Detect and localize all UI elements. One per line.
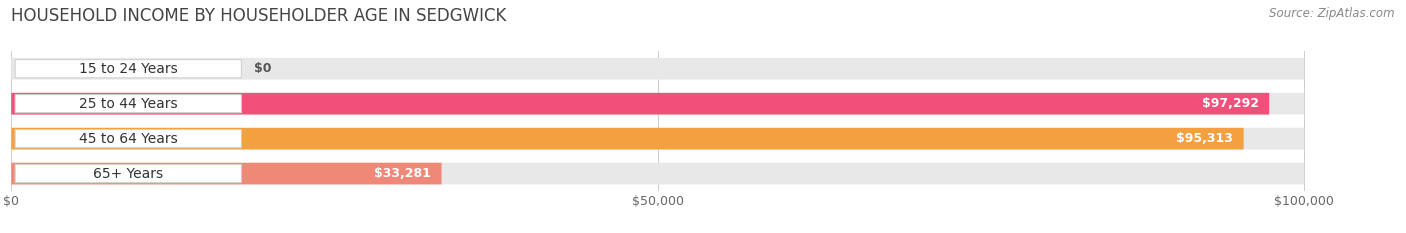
Text: 15 to 24 Years: 15 to 24 Years (79, 62, 177, 76)
FancyBboxPatch shape (11, 128, 1244, 150)
FancyBboxPatch shape (15, 130, 242, 148)
Text: 25 to 44 Years: 25 to 44 Years (79, 97, 177, 111)
FancyBboxPatch shape (11, 93, 1305, 115)
Text: $97,292: $97,292 (1202, 97, 1258, 110)
FancyBboxPatch shape (11, 58, 1305, 80)
Text: Source: ZipAtlas.com: Source: ZipAtlas.com (1270, 7, 1395, 20)
Text: 45 to 64 Years: 45 to 64 Years (79, 132, 177, 146)
Text: $0: $0 (254, 62, 271, 75)
FancyBboxPatch shape (15, 164, 242, 183)
FancyBboxPatch shape (11, 163, 1305, 185)
Text: $33,281: $33,281 (374, 167, 432, 180)
FancyBboxPatch shape (15, 60, 242, 78)
Text: $95,313: $95,313 (1177, 132, 1233, 145)
FancyBboxPatch shape (11, 163, 441, 185)
FancyBboxPatch shape (11, 128, 1305, 150)
FancyBboxPatch shape (11, 93, 1270, 115)
FancyBboxPatch shape (15, 95, 242, 113)
Text: HOUSEHOLD INCOME BY HOUSEHOLDER AGE IN SEDGWICK: HOUSEHOLD INCOME BY HOUSEHOLDER AGE IN S… (11, 7, 506, 25)
Text: 65+ Years: 65+ Years (93, 167, 163, 181)
